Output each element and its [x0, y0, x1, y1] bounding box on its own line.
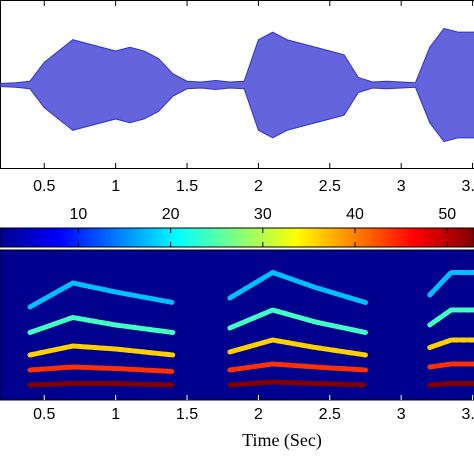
harmonic	[227, 379, 368, 388]
harmonic	[427, 361, 474, 370]
x-tick-label: 1.5	[176, 406, 198, 423]
x-tick-label: 2	[254, 178, 263, 195]
x-tick-label: 0.5	[33, 406, 55, 423]
x-tick-label: 1.5	[176, 178, 198, 195]
x-tick-label: 3	[397, 178, 406, 195]
harmonic	[427, 307, 474, 328]
harmonic	[427, 381, 474, 388]
x-axis-label: Time (Sec)	[242, 430, 322, 451]
x-tick-label: 2.5	[319, 178, 341, 195]
colorbar-tick-label: 30	[254, 206, 272, 223]
harmonic	[27, 280, 176, 310]
x-tick-label: 2.5	[319, 406, 341, 423]
harmonic	[27, 381, 176, 388]
x-tick-label: 1	[111, 406, 120, 423]
colorbar	[0, 227, 474, 248]
harmonic	[27, 343, 176, 358]
x-tick-label: 1	[111, 178, 120, 195]
x-tick-label: 3.5	[461, 178, 474, 195]
x-tick-label: 3.5	[461, 406, 474, 423]
colorbar-tick-label: 50	[438, 206, 456, 223]
harmonic	[427, 337, 474, 350]
harmonic	[427, 270, 474, 298]
waveform-fill	[0, 28, 474, 142]
harmonic	[227, 361, 368, 373]
harmonic	[27, 314, 176, 335]
harmonic	[227, 269, 368, 305]
colorbar-tick-label: 40	[346, 206, 364, 223]
waveform-lower	[0, 86, 474, 143]
x-tick-label: 2	[254, 406, 263, 423]
harmonic	[27, 364, 176, 374]
x-tick-label: 3	[397, 406, 406, 423]
colorbar-tick-label: 10	[69, 206, 87, 223]
colorbar-tick-label: 20	[162, 206, 180, 223]
x-tick-label: 0.5	[33, 178, 55, 195]
harmonic	[227, 337, 368, 358]
harmonic	[227, 307, 368, 335]
waveform-upper	[0, 27, 474, 84]
